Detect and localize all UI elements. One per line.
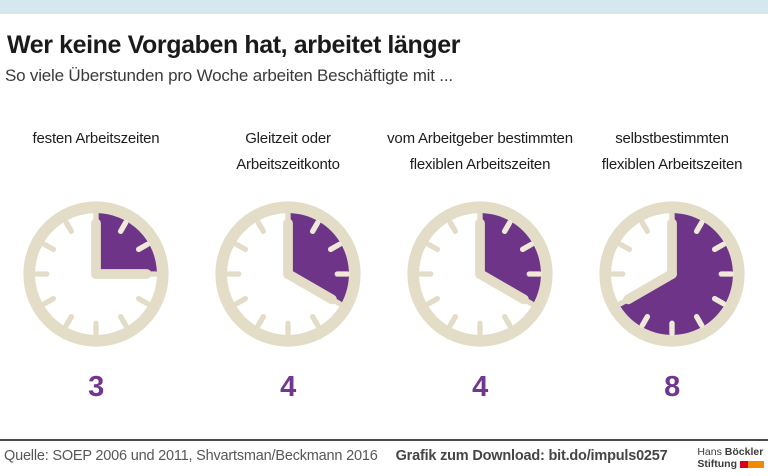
logo-line1: Hans Böckler [697,446,764,458]
clock-pictogram [215,201,361,347]
hours-value: 4 [472,371,488,403]
category-label: vom Arbeitgeber bestimmten flexiblen Arbe… [387,130,573,174]
hours-value: 4 [280,371,296,403]
top-accent-bar [0,0,768,14]
page-title: Wer keine Vorgaben hat, arbeitet länger [7,31,461,59]
category-label: festen Arbeitszeiten [32,130,160,147]
clock-chart: festen Arbeitszeiten 3 Gleitzeit oder Arbei… [0,126,768,404]
logo-mark-icon [740,458,764,470]
hours-value: 8 [664,371,680,403]
logo-line2: Stiftung [697,458,764,470]
source-note: Quelle: SOEP 2006 und 2011, Shvartsman/B… [4,448,378,464]
chart-column-3: vom Arbeitgeber bestimmten flexiblen Arbe… [384,126,576,404]
page-subtitle: So viele Überstunden pro Woche arbeiten … [5,66,453,85]
chart-column-1: festen Arbeitszeiten 3 [0,126,192,404]
clock-pictogram [599,201,745,347]
clock-pictogram [23,201,169,347]
download-link-text: Grafik zum Download: bit.do/impuls0257 [395,448,668,464]
header: Wer keine Vorgaben hat, arbeitet länger … [0,14,768,86]
hans-boeckler-stiftung-logo: Hans Böckler Stiftung [697,446,764,470]
clock-pictogram [407,201,553,347]
category-label: selbstbestimmten flexiblen Arbeitszeiten [601,130,743,174]
category-label: Gleitzeit oder Arbeitszeitkonto [236,130,340,174]
hours-value: 3 [88,371,104,403]
chart-column-4: selbstbestimmten flexiblen Arbeitszeiten 8 [576,126,768,404]
footer: Quelle: SOEP 2006 und 2011, Shvartsman/B… [0,439,768,476]
chart-column-2: Gleitzeit oder Arbeitszeitkonto 4 [192,126,384,404]
